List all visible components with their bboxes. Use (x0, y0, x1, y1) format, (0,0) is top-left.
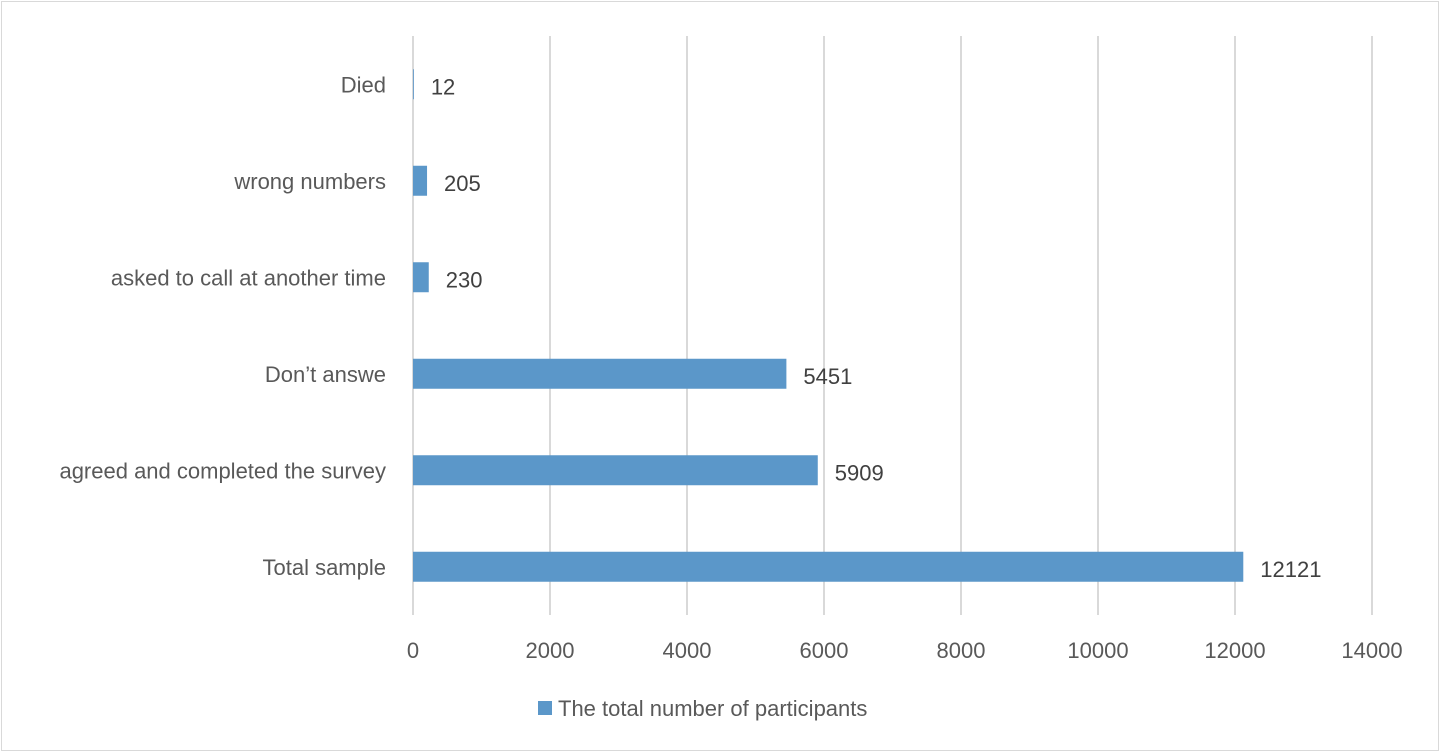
data-label: 12121 (1260, 557, 1321, 582)
x-tick-label: 4000 (663, 638, 712, 663)
x-tick-label: 0 (407, 638, 419, 663)
bar (413, 262, 429, 293)
category-label: Don’t answe (265, 362, 386, 387)
x-tick-label: 2000 (526, 638, 575, 663)
data-label: 12 (431, 74, 455, 99)
category-labels: Total sample agreed and completed the sur… (59, 72, 386, 580)
bar (413, 358, 787, 389)
data-labels: 12121 5909 5451 230 205 12 (431, 74, 1322, 582)
x-tick-label: 6000 (800, 638, 849, 663)
legend: The total number of participants (538, 696, 867, 721)
x-tick-label: 14000 (1341, 638, 1402, 663)
category-label: Total sample (262, 555, 386, 580)
legend-swatch (538, 701, 552, 715)
bars (413, 69, 1244, 582)
x-tick-label: 12000 (1204, 638, 1265, 663)
bar (413, 69, 414, 100)
category-label: wrong numbers (233, 169, 386, 194)
bar (413, 551, 1244, 582)
data-label: 230 (446, 267, 483, 292)
x-axis-tick-labels: 0 2000 4000 6000 8000 10000 12000 14000 (407, 638, 1403, 663)
data-label: 5451 (803, 364, 852, 389)
x-tick-label: 10000 (1067, 638, 1128, 663)
gridlines (412, 36, 1373, 615)
category-label: agreed and completed the survey (59, 458, 386, 483)
data-label: 205 (444, 171, 481, 196)
category-label: asked to call at another time (111, 265, 386, 290)
legend-label: The total number of participants (558, 696, 867, 721)
bar (413, 455, 818, 486)
bar (413, 165, 428, 196)
category-label: Died (341, 72, 386, 97)
data-label: 5909 (835, 460, 884, 485)
x-tick-label: 8000 (937, 638, 986, 663)
